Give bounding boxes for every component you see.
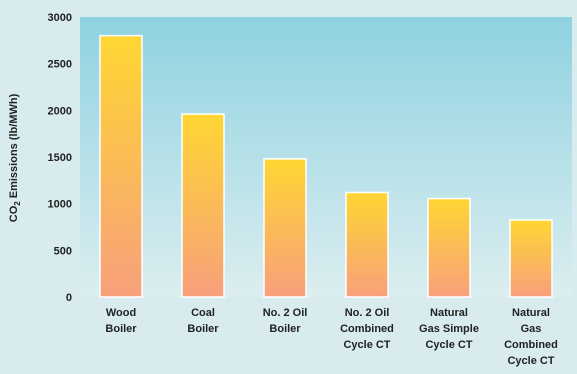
y-tick-label: 1500 bbox=[48, 152, 72, 164]
x-category-label: Natural Gas Combined Cycle CT bbox=[504, 307, 558, 367]
y-tick-label: 2000 bbox=[48, 105, 72, 117]
bars bbox=[99, 34, 553, 298]
x-category-label: Wood Boiler bbox=[105, 307, 137, 335]
x-category-label: Coal Boiler bbox=[187, 307, 219, 335]
x-category-label: No. 2 Oil Boiler bbox=[263, 307, 308, 335]
plot-area bbox=[80, 17, 572, 297]
y-tick-label: 0 bbox=[66, 292, 72, 304]
x-axis-labels: Wood Boiler Coal Boiler No. 2 Oil Boiler No. 2… bbox=[105, 307, 557, 367]
bar bbox=[263, 158, 307, 298]
bar bbox=[509, 219, 553, 298]
y-tick-label: 2500 bbox=[48, 59, 72, 71]
bar bbox=[345, 191, 389, 298]
y-axis-title: CO2 Emissions (lb/MWh) bbox=[8, 93, 22, 222]
bar bbox=[181, 113, 225, 298]
bar bbox=[99, 34, 143, 298]
y-axis-ticks: 0 500 1000 1500 2000 2500 3000 bbox=[48, 12, 72, 304]
svg-text:CO2 Emissions (lb/MWh): CO2 Emissions (lb/MWh) bbox=[8, 93, 22, 222]
x-category-label: No. 2 Oil Combined Cycle CT bbox=[340, 307, 394, 351]
x-category-label: Natural Gas Simple Cycle CT bbox=[419, 307, 479, 351]
y-tick-label: 500 bbox=[54, 245, 72, 257]
y-tick-label: 1000 bbox=[48, 199, 72, 211]
bar bbox=[427, 197, 471, 298]
y-tick-label: 3000 bbox=[48, 12, 72, 24]
